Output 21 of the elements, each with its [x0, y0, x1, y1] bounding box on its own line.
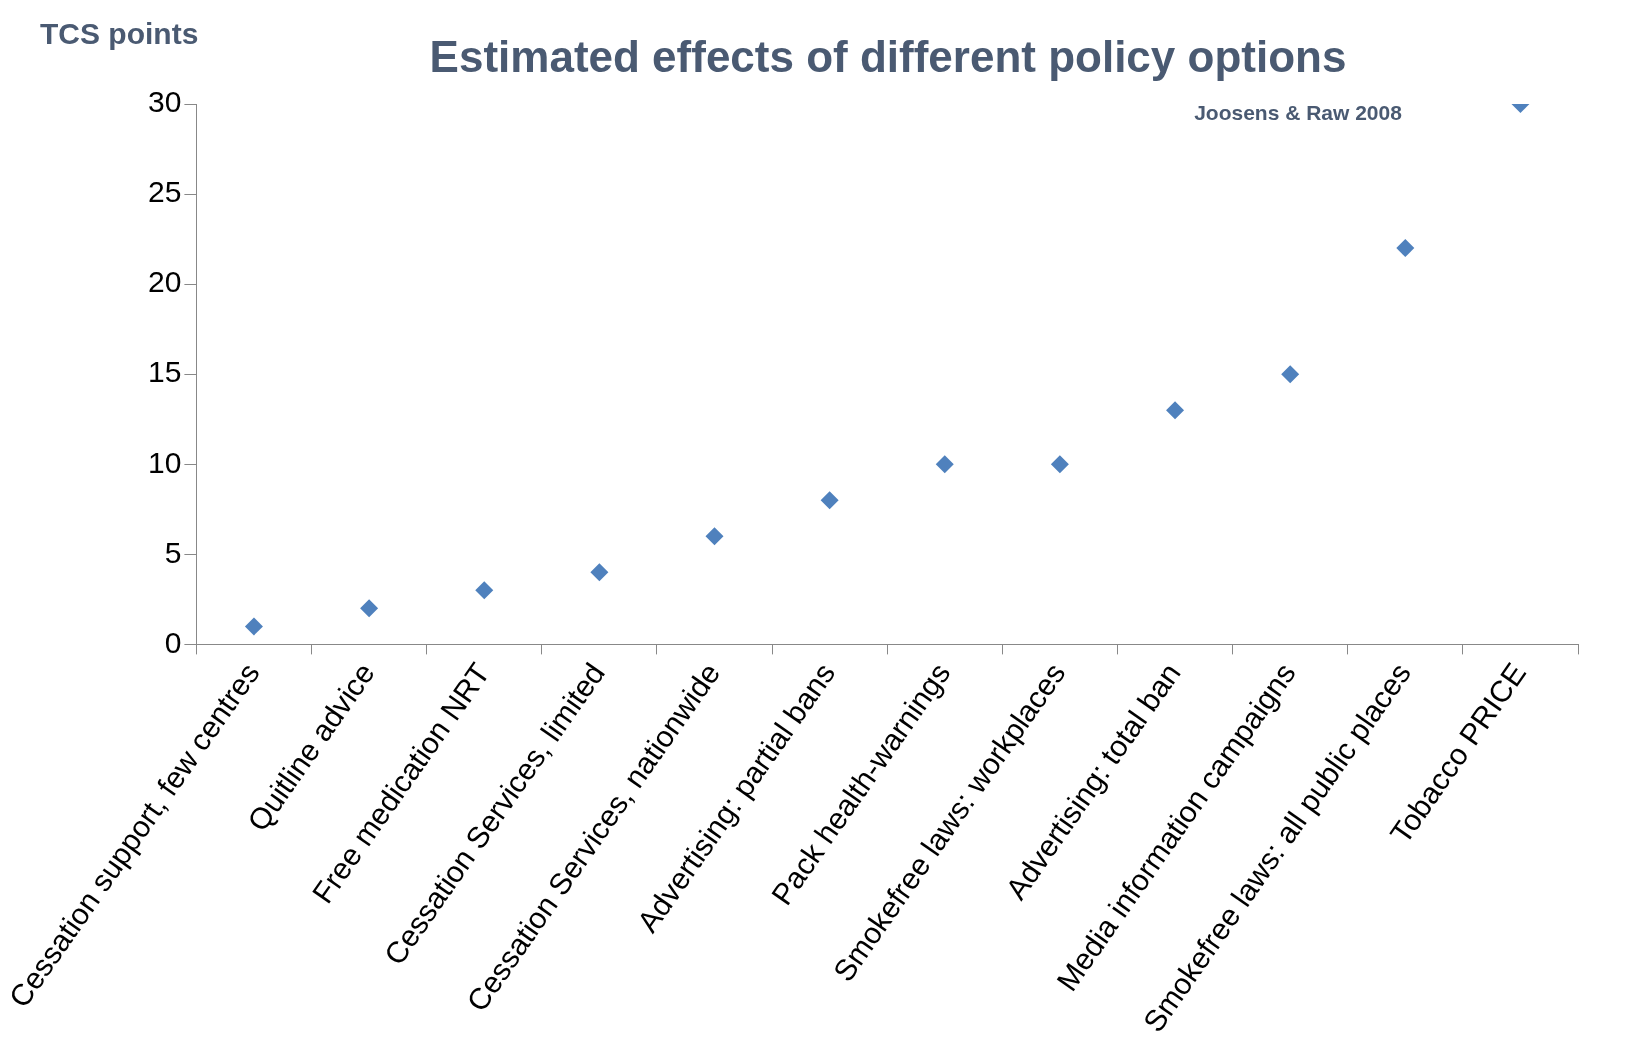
point	[820, 491, 839, 510]
point	[590, 563, 609, 582]
point	[1281, 365, 1300, 384]
point	[1396, 239, 1415, 258]
chart-title: Estimated effects of different policy options	[429, 32, 1347, 82]
y-tick-label: 15	[148, 355, 182, 389]
y-tick-label: 5	[164, 535, 182, 569]
point	[1166, 401, 1185, 420]
y-tick-label: 25	[148, 175, 182, 209]
point	[705, 527, 724, 546]
y-tick-label: 30	[148, 85, 182, 119]
annotation: Joosens & Raw 2008	[1194, 100, 1403, 124]
point	[360, 599, 379, 618]
point	[475, 581, 494, 600]
point	[244, 617, 263, 636]
y-tick-label: 0	[164, 625, 182, 659]
y-tick-label: 10	[148, 445, 182, 479]
point	[1050, 455, 1069, 474]
point	[935, 455, 954, 474]
y-tick-label: 20	[148, 265, 182, 299]
y-axis-title: TCS points	[40, 17, 199, 51]
